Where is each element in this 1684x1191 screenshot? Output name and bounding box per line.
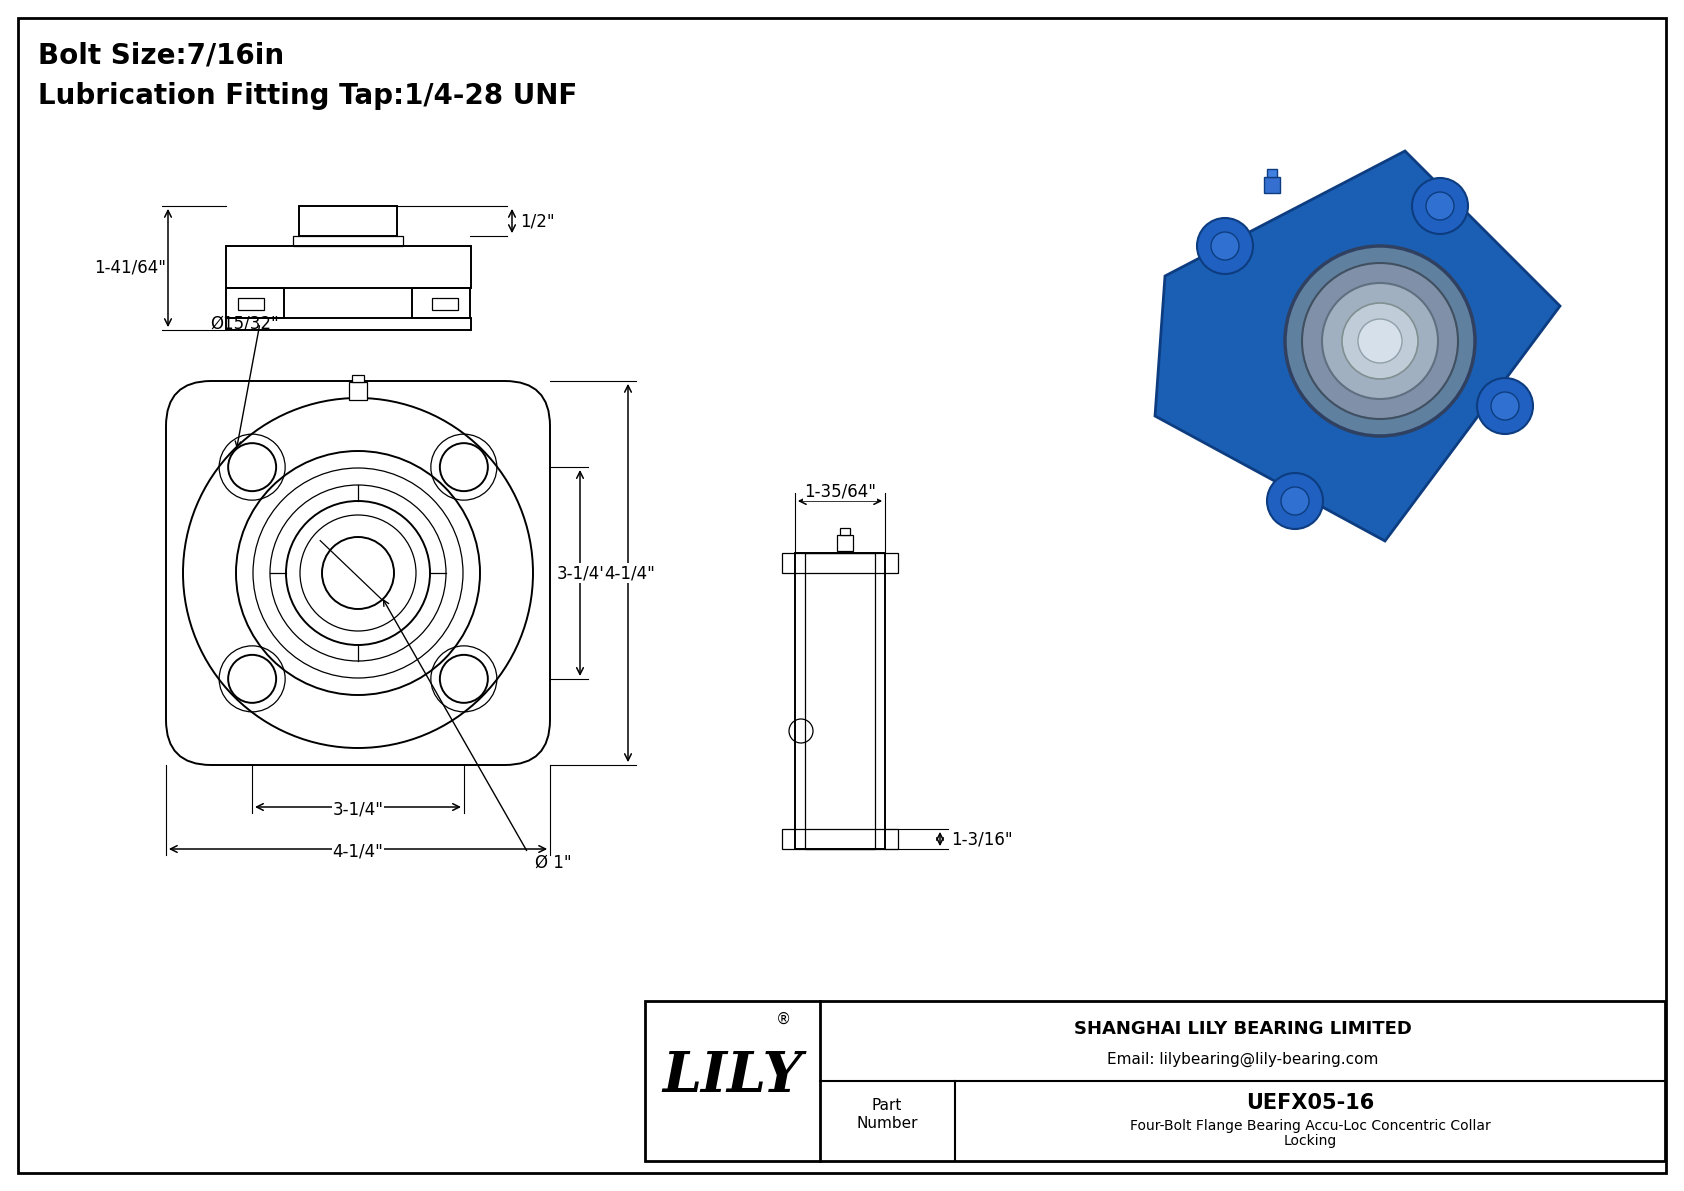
Bar bbox=[795, 553, 886, 849]
Text: 1/2": 1/2" bbox=[520, 212, 554, 230]
Bar bbox=[805, 553, 876, 849]
Text: 1-3/16": 1-3/16" bbox=[951, 830, 1012, 848]
Text: 1-41/64": 1-41/64" bbox=[94, 258, 167, 278]
Text: ®: ® bbox=[775, 1011, 790, 1027]
Text: LILY: LILY bbox=[662, 1048, 802, 1104]
Text: Ø 1": Ø 1" bbox=[536, 854, 571, 872]
Text: 3-1/4": 3-1/4" bbox=[332, 800, 384, 818]
Polygon shape bbox=[1155, 151, 1559, 541]
Bar bbox=[226, 318, 472, 330]
Bar bbox=[293, 236, 402, 247]
Text: Part: Part bbox=[872, 1097, 903, 1112]
Bar bbox=[226, 247, 472, 288]
Bar bbox=[237, 298, 264, 310]
Text: Four-Bolt Flange Bearing Accu-Loc Concentric Collar: Four-Bolt Flange Bearing Accu-Loc Concen… bbox=[1130, 1120, 1490, 1133]
Bar bbox=[349, 382, 367, 400]
Bar bbox=[226, 288, 285, 318]
Circle shape bbox=[1411, 177, 1468, 233]
Text: UEFX05-16: UEFX05-16 bbox=[1246, 1093, 1374, 1114]
Circle shape bbox=[1211, 232, 1239, 260]
Bar bbox=[837, 535, 854, 551]
Circle shape bbox=[1197, 218, 1253, 274]
Circle shape bbox=[1302, 263, 1458, 419]
Text: 3-1/4": 3-1/4" bbox=[556, 565, 608, 582]
Circle shape bbox=[1285, 247, 1475, 436]
Bar bbox=[781, 829, 898, 849]
Bar bbox=[300, 206, 397, 236]
Circle shape bbox=[1477, 378, 1532, 434]
Text: Email: lilybearing@lily-bearing.com: Email: lilybearing@lily-bearing.com bbox=[1106, 1052, 1378, 1067]
Text: 4-1/4": 4-1/4" bbox=[332, 842, 384, 860]
Bar bbox=[413, 288, 470, 318]
Text: Locking: Locking bbox=[1283, 1134, 1337, 1148]
Bar bbox=[781, 553, 898, 573]
Circle shape bbox=[1322, 283, 1438, 399]
Text: 1-35/64": 1-35/64" bbox=[803, 482, 876, 500]
Bar bbox=[352, 375, 364, 382]
Text: SHANGHAI LILY BEARING LIMITED: SHANGHAI LILY BEARING LIMITED bbox=[1074, 1019, 1411, 1039]
Text: Ø15/32": Ø15/32" bbox=[210, 314, 280, 332]
Text: Number: Number bbox=[855, 1116, 918, 1130]
Bar bbox=[840, 528, 850, 535]
Bar bbox=[1266, 169, 1276, 177]
Bar bbox=[433, 298, 458, 310]
Text: 4-1/4": 4-1/4" bbox=[605, 565, 655, 582]
Text: Lubrication Fitting Tap:1/4-28 UNF: Lubrication Fitting Tap:1/4-28 UNF bbox=[39, 82, 578, 110]
Text: Bolt Size:7/16in: Bolt Size:7/16in bbox=[39, 42, 285, 70]
Circle shape bbox=[1282, 487, 1308, 515]
Circle shape bbox=[1426, 192, 1453, 220]
Bar bbox=[1265, 177, 1280, 193]
Circle shape bbox=[1357, 319, 1403, 363]
Circle shape bbox=[1342, 303, 1418, 379]
Circle shape bbox=[1266, 473, 1324, 529]
Circle shape bbox=[1490, 392, 1519, 420]
Bar bbox=[645, 1000, 1665, 1161]
